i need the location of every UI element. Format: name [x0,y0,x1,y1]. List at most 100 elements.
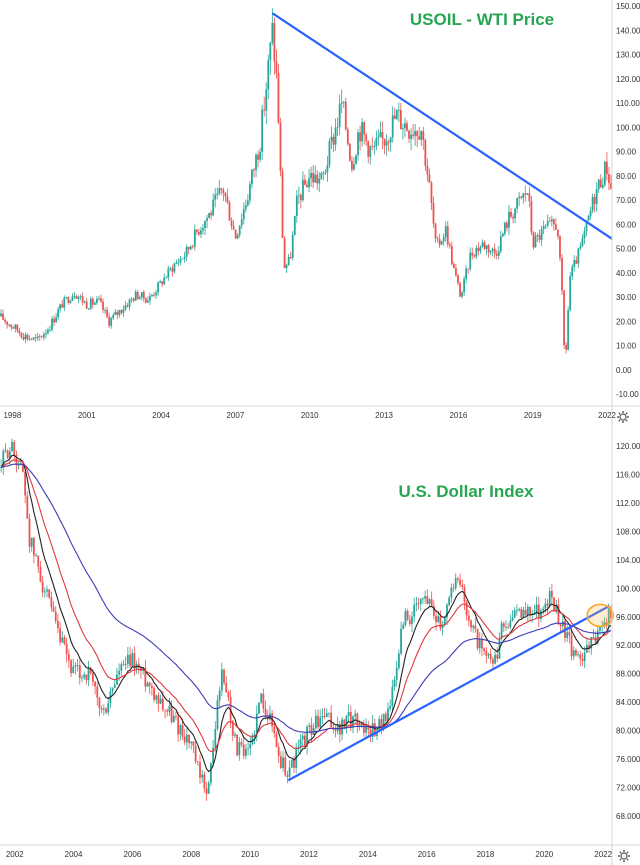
dxy-candle-body [550,590,553,598]
dxy-candle-body [157,695,160,704]
dxy-candle-body [87,668,90,680]
oil-candle-body [510,211,512,217]
dxy-candle-body [199,762,201,778]
dxy-candle-body [485,650,488,656]
dxy-x-tick-label: 2006 [124,850,142,859]
oil-candle-body [512,216,514,219]
oil-candle-body [324,172,327,174]
oil-candle-body [28,338,31,340]
oil-candle-body [448,244,451,246]
oil-candle-body [279,122,282,172]
dxy-y-tick-label: 76.000 [616,755,640,764]
dxy-candle-body [507,626,510,628]
oil-time-axis: 1998 2001 2004 2007 2010 2013 2016 2019 2022 [0,405,640,420]
oil-candle-body [463,278,465,293]
oil-candle-body [483,242,486,249]
oil-candle-body [501,233,504,237]
dxy-candle-body [472,625,475,628]
oil-candle-body [98,298,100,300]
oil-candle-body [563,290,565,345]
oil-candle-body [51,318,53,330]
dxy-candle-body [242,744,245,756]
dxy-candle-body [227,692,230,698]
oil-candle-body [534,235,537,248]
dxy-candle-body [607,608,610,626]
oil-candle-body [469,252,472,270]
dxy-y-tick-label: 68.000 [616,812,640,821]
dxy-candle-body [387,708,389,721]
oil-candle-body [116,311,119,315]
oil-candle-body [230,220,233,227]
oil-candle-body [108,316,111,326]
oil-candle-body [567,310,570,350]
dxy-candle-body [98,697,101,709]
oil-candle-body [218,188,221,194]
dxy-candle-body [411,616,413,624]
oil-candle-body [359,132,361,142]
oil-candle-body [357,132,359,156]
oil-y-tick-label: 90.00 [616,148,637,157]
oil-candle-body [361,122,363,142]
oil-candle-body [257,154,259,160]
oil-candle-body [167,268,170,278]
dxy-candle-body [408,619,411,624]
oil-candle-body [589,210,592,216]
dxy-axis-settings-icon[interactable] [618,850,630,862]
dxy-candle-body [159,698,162,704]
oil-candle-body [328,140,331,166]
oil-candle-body [587,215,590,221]
oil-candle-body [363,122,366,135]
oil-candle-body [253,169,255,171]
dxy-candle-body [78,665,81,679]
dxy-candle-body [422,598,424,600]
dxy-candle-body [419,598,422,604]
dxy-candle-body [325,713,328,717]
dxy-candle-body [22,463,24,472]
dxy-candle-body [384,713,387,721]
dxy-candle-body [404,611,407,625]
oil-candle-body [291,234,294,258]
dxy-y-tick-label: 84.000 [616,698,640,707]
oil-candle-body [603,161,606,185]
oil-candle-body [244,205,247,210]
oil-candle-body [59,304,62,310]
oil-candle-body [75,296,78,299]
oil-candle-body [263,109,266,111]
oil-candle-body [177,262,180,264]
oil-candle-body [26,334,29,340]
oil-candle-body [459,283,461,297]
dxy-chart-title: U.S. Dollar Index [398,482,534,501]
oil-candle-body [571,266,574,277]
dxy-candle-body [389,706,392,709]
dxy-candle-body [133,653,136,669]
dxy-candle-body [457,578,459,580]
oil-candle-body [393,115,396,119]
dxy-candle-body [240,742,243,745]
dxy-candle-body [207,782,210,794]
oil-candle-body [377,136,380,139]
oil-axis-settings-icon[interactable] [617,411,629,423]
oil-y-tick-label: 40.00 [616,269,637,278]
oil-candle-body [289,257,292,258]
oil-candle-body [493,248,496,254]
oil-y-tick-label: -10.00 [616,390,639,399]
dxy-candle-body [428,599,431,605]
dxy-candle-body [537,604,540,619]
dxy-candle-body [161,698,164,710]
dxy-candle-body [107,703,110,713]
dxy-candle-body [317,715,319,728]
dxy-candle-body [94,681,96,687]
oil-candle-body [565,344,567,350]
dxy-candle-body [231,720,234,736]
dxy-y-tick-label: 108.000 [616,528,640,537]
dxy-candle-body [358,725,361,726]
dxy-candle-body [435,615,437,623]
dxy-candle-body [153,687,155,700]
oil-candle-body [585,220,588,232]
oil-candle-body [601,184,604,188]
oil-candle-body [383,138,386,146]
dxy-candle-body [382,713,385,730]
dxy-trend-line [287,605,610,782]
dxy-candle-body [52,607,55,612]
oil-candle-body [77,296,80,299]
